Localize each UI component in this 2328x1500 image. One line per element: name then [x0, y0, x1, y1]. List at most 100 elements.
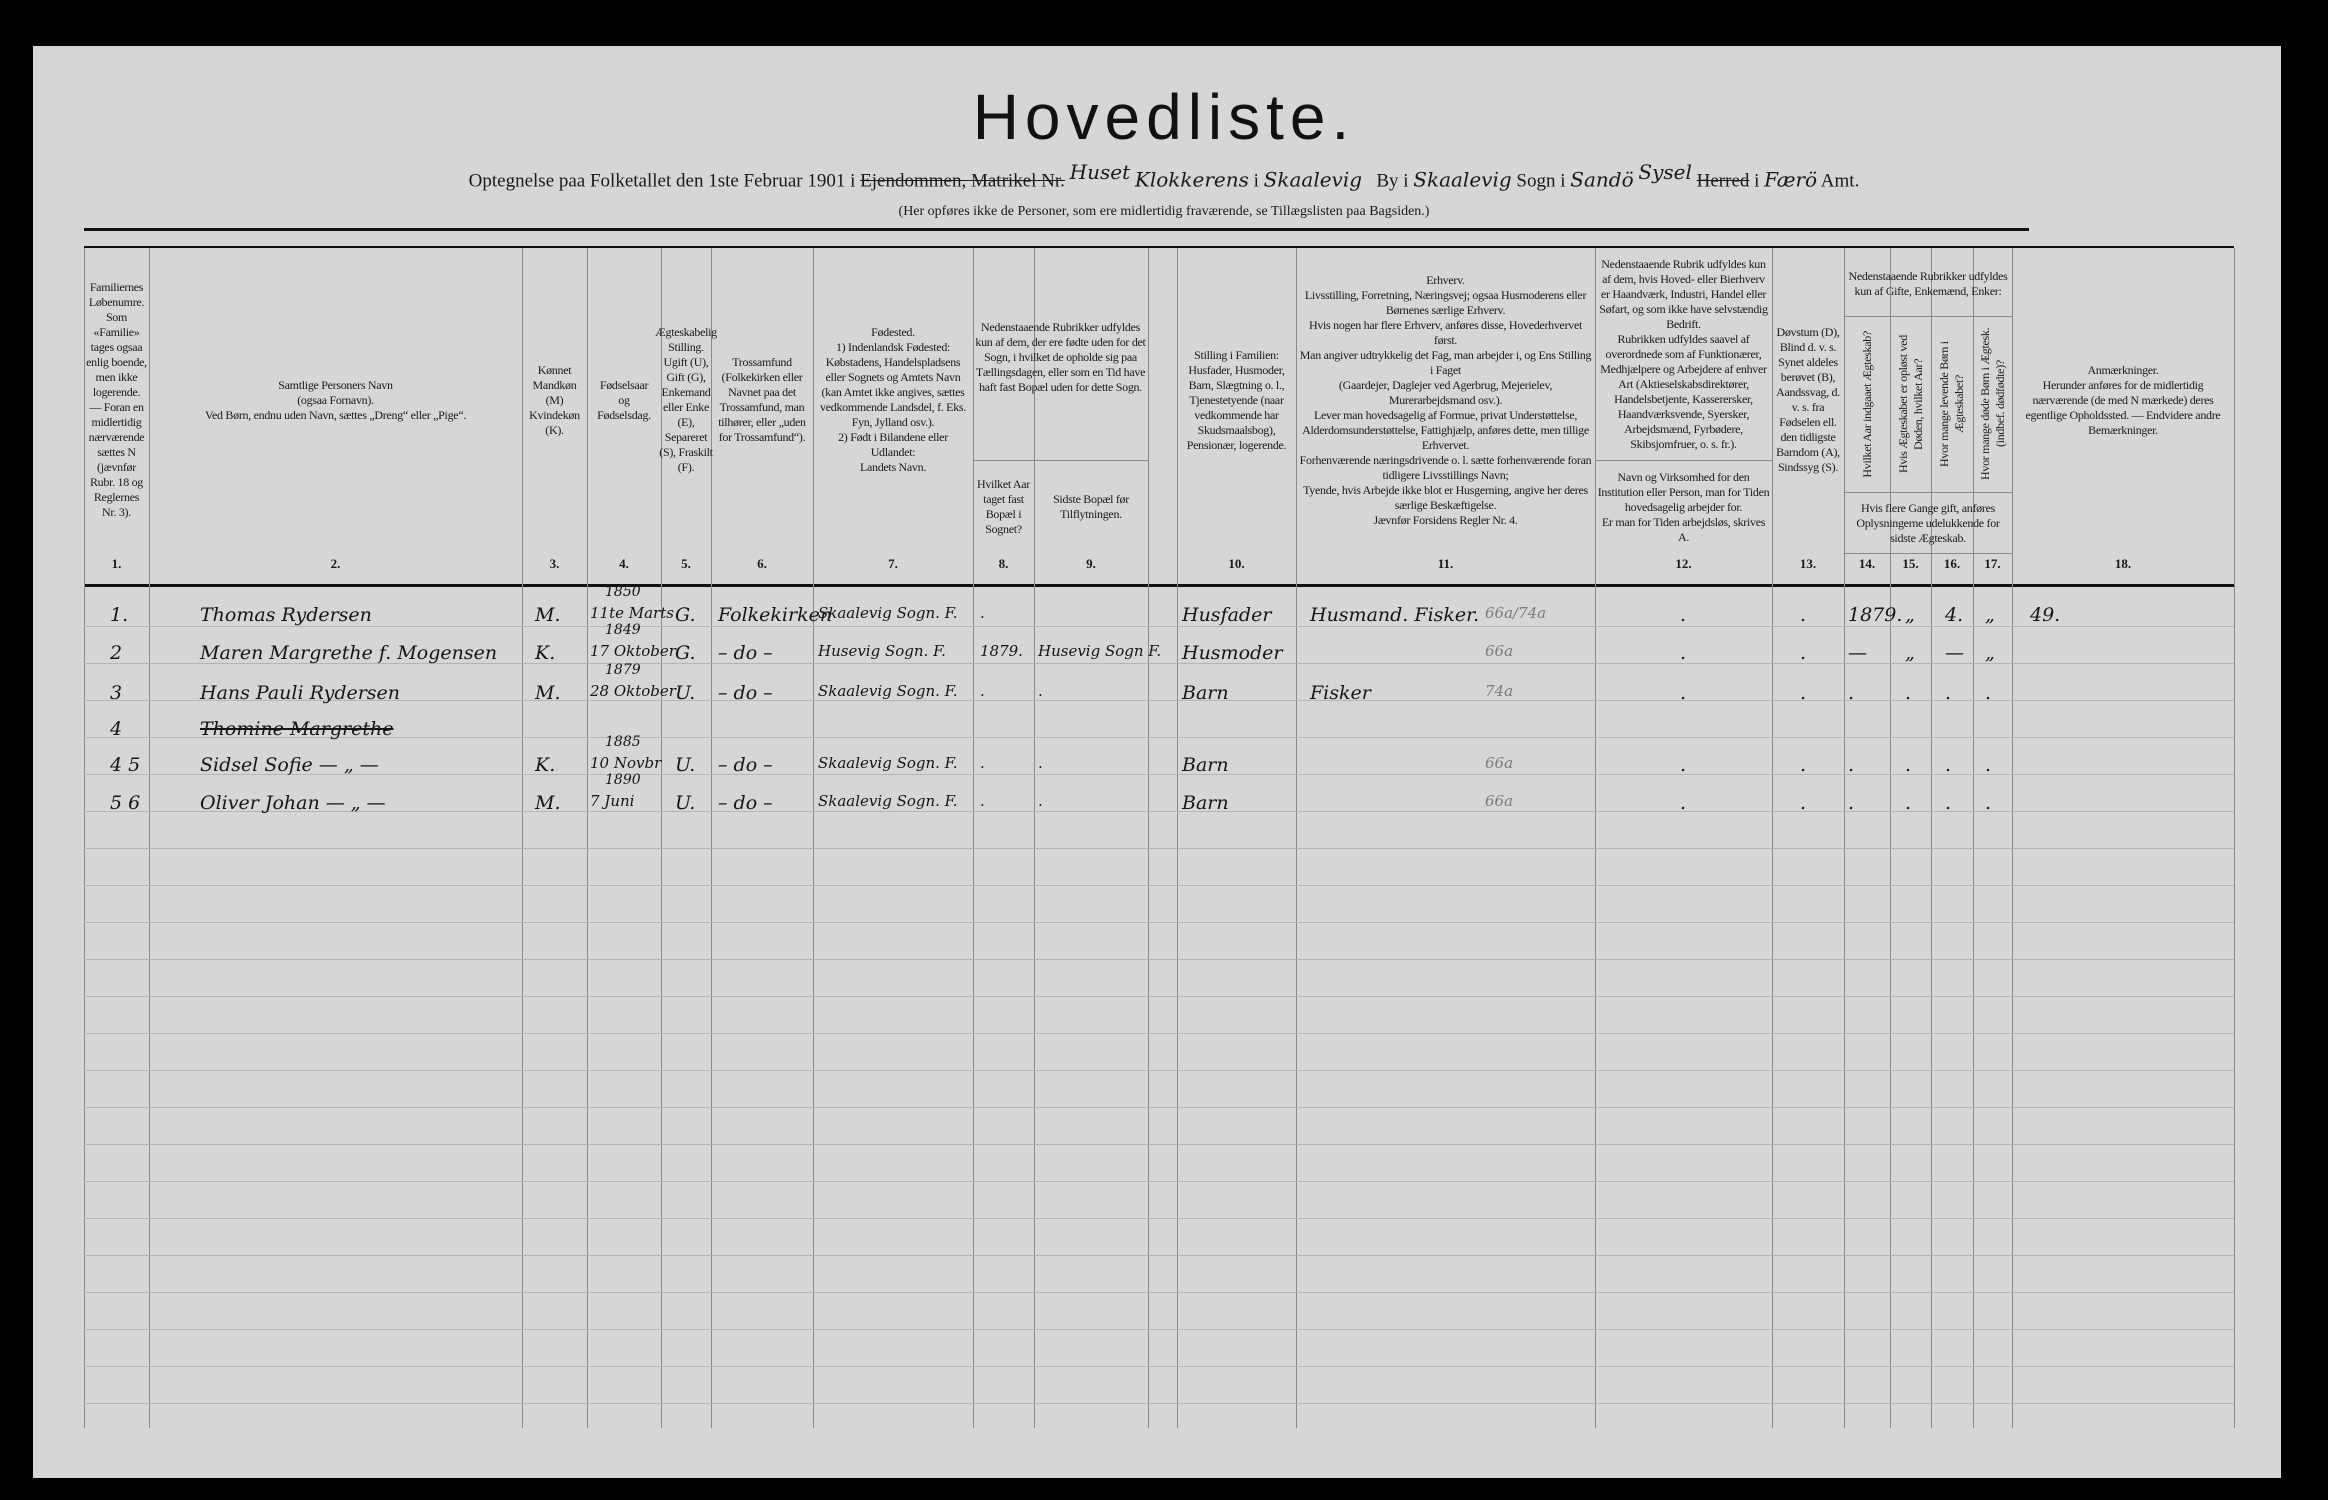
- column-header-4: Fødselsaar og Fødselsdag.: [587, 252, 661, 548]
- year-settled: .: [980, 604, 985, 622]
- person-name: Maren Margrethe f. Mogensen: [200, 642, 498, 664]
- row-number: 4 5: [110, 754, 141, 776]
- column-number: 1.: [111, 556, 122, 571]
- disability: .: [1800, 792, 1807, 814]
- marital-status: U.: [675, 792, 696, 814]
- census-date-text: Optegnelse paa Folketallet den 1ste Febr…: [468, 170, 856, 192]
- group-divider: [973, 460, 1148, 461]
- column-number: 15.: [1902, 556, 1919, 571]
- table-row: 4 Thomine Margrethe: [0, 712, 2328, 749]
- marriage-year: 1879.: [1848, 604, 1903, 626]
- column-number: 14.: [1858, 556, 1876, 571]
- group-header-text: Nedenstaaende Rubrikker udfyldes kun af …: [1848, 269, 2008, 298]
- occupation-code: 66a/74a: [1485, 604, 1547, 622]
- column-header-text: Hvor mange levende Børn i Ægteskabet?: [1937, 341, 1966, 467]
- sex: M.: [535, 792, 561, 814]
- table-row: 3 Hans Pauli Rydersen M. 28 Oktober U. – do –…: [0, 662, 2328, 713]
- dead-children: „: [1985, 604, 1995, 626]
- column-header-text: Hvis Ægteskabet er opløst ved Døden, hvi…: [1895, 335, 1925, 473]
- group-footer-text: Hvis flere Gange gift, anføres Oplysning…: [1856, 500, 2000, 545]
- row-number: 4: [110, 718, 123, 740]
- top-rule: [84, 228, 2029, 231]
- column-number: 6.: [757, 556, 767, 571]
- column-number: 7.: [888, 556, 898, 571]
- birth-year: 1879: [605, 662, 641, 678]
- column-number: 12.: [1675, 556, 1692, 571]
- column-header-12: Nedenstaaende Rubrik udfyldes kun af dem…: [1595, 252, 1772, 457]
- column-header-text: Anmærkninger. Herunder anføres for de mi…: [2025, 362, 2221, 437]
- row-number: 3: [110, 682, 123, 704]
- disability: .: [1800, 604, 1807, 626]
- employer: .: [1680, 754, 1687, 776]
- marriage-year: .: [1848, 682, 1855, 704]
- column-number: 4.: [619, 556, 629, 571]
- religion: – do –: [718, 642, 773, 664]
- table-row: 2 Maren Margrethe f. Mogensen K. 17 Oktober…: [0, 622, 2328, 673]
- sex: K.: [535, 642, 556, 664]
- by-label: By i: [1376, 170, 1409, 192]
- column-header-9: Sidste Bopæl før Tilflytningen.: [1034, 462, 1148, 552]
- marital-status: G.: [675, 604, 696, 626]
- column-number: 13.: [1799, 556, 1817, 571]
- column-header-text: Familiernes Løbenumre. Som «Familie» tag…: [86, 280, 147, 519]
- group-divider: [1844, 492, 2012, 493]
- column-number: 3.: [549, 556, 560, 571]
- year-settled: 1879.: [980, 642, 1023, 660]
- birth-date: 7 Juni: [590, 792, 635, 810]
- table-row: 4 5 Sidsel Sofie — „ — K. 10 Novbr U. – do – S…: [0, 734, 2328, 785]
- sogn-label: Sogn i: [1516, 170, 1566, 192]
- disability: .: [1800, 642, 1807, 664]
- birth-year: 1890: [605, 772, 641, 788]
- person-name: Oliver Johan — „ —: [200, 792, 386, 814]
- dead-children: „: [1985, 642, 1995, 664]
- employer: .: [1680, 792, 1687, 814]
- column-number: 9.: [1086, 556, 1096, 571]
- column-number: 11.: [1437, 556, 1454, 571]
- table-row: 1. Thomas Rydersen M. 11te Marts G. Folkekirk…: [0, 584, 2328, 635]
- previous-residence: .: [1038, 792, 1043, 810]
- family-position: Barn: [1182, 792, 1229, 814]
- header-bottom-rule: [84, 584, 2234, 587]
- column-number: 2.: [330, 556, 341, 571]
- marriage-year: —: [1848, 642, 1867, 664]
- group-divider: [1844, 316, 2012, 317]
- handwritten-sysel: Sysel: [1638, 160, 1692, 184]
- living-children: .: [1945, 792, 1952, 814]
- instruction-note: (Her opføres ikke de Personer, som ere m…: [898, 204, 1430, 219]
- birth-year: 1849: [605, 622, 641, 638]
- column-header-text: Nedenstaaende Rubrik udfyldes kun af dem…: [1599, 257, 1768, 451]
- column-header-text: Trossamfund (Folkekirken eller Navnet pa…: [718, 355, 806, 444]
- marital-status: G.: [675, 642, 696, 664]
- handwritten-county: Færö: [1764, 167, 1818, 192]
- employer: .: [1680, 682, 1687, 704]
- ruled-lines: [84, 590, 2234, 1430]
- occupation-code: 66a: [1485, 754, 1514, 772]
- birthplace: Skaalevig Sogn. F.: [818, 792, 958, 810]
- column-header-6: Trossamfund (Folkekirken eller Navnet pa…: [711, 252, 813, 548]
- header-top-rule: [84, 246, 2234, 248]
- column-divider: [2234, 248, 2235, 1428]
- subheader-divider: [1595, 460, 1772, 461]
- dead-children: .: [1985, 754, 1992, 776]
- marital-status: U.: [675, 682, 696, 704]
- family-position: Husfader: [1182, 604, 1272, 626]
- table-row: 5 6 Oliver Johan — „ — M. 7 Juni U. – do – Ska…: [0, 772, 2328, 823]
- occupation-code: 74a: [1485, 682, 1514, 700]
- column-number: 16.: [1943, 556, 1961, 571]
- employer: .: [1680, 642, 1687, 664]
- religion: – do –: [718, 754, 773, 776]
- column-header-2: Samtlige Personers Navn (ogsaa Fornavn).…: [149, 252, 522, 548]
- religion: Folkekirken: [718, 604, 833, 626]
- column-header-16: Hvor mange levende Børn i Ægteskabet?: [1931, 318, 1973, 490]
- marriage-dissolved: „: [1905, 642, 1915, 664]
- column-number: 17.: [1984, 556, 2001, 571]
- separator-text: i: [1754, 170, 1760, 192]
- sex: M.: [535, 604, 561, 626]
- row-number: 1.: [110, 604, 129, 626]
- group-header-14-17: Nedenstaaende Rubrikker udfyldes kun af …: [1844, 252, 2012, 316]
- birth-date: 28 Oktober: [590, 682, 676, 700]
- person-name: Hans Pauli Rydersen: [200, 682, 401, 704]
- column-12-subheader: Navn og Virksomhed for den Institution e…: [1595, 462, 1772, 552]
- group-header-8-9: Nedenstaaende Rubrikker udfyldes kun af …: [973, 260, 1148, 455]
- family-position: Barn: [1182, 682, 1229, 704]
